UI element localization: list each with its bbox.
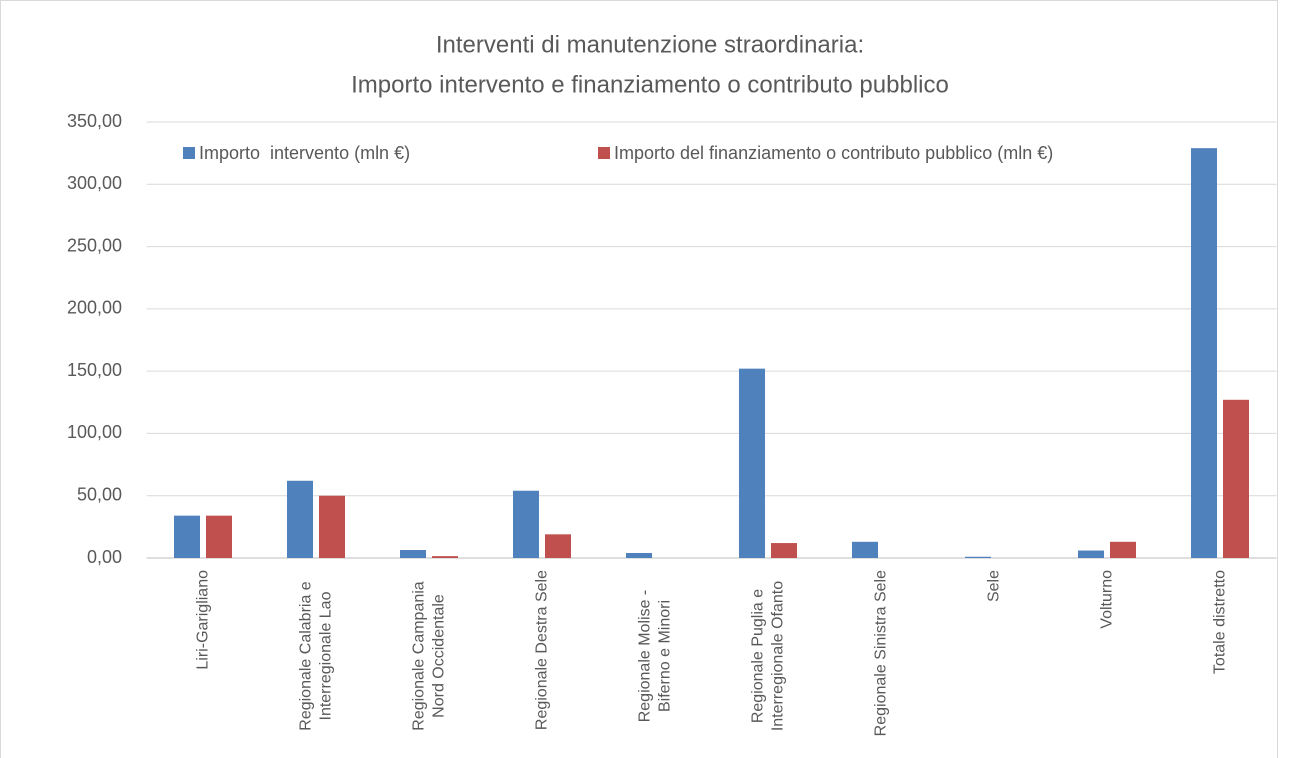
x-tick-text: Sele: [985, 570, 1003, 603]
bar: [206, 515, 232, 558]
x-tick-text: Totale distretto: [1211, 570, 1229, 675]
x-tick-label: Regionale Molise - Biferno e Minori: [636, 570, 675, 750]
bar: [400, 550, 426, 558]
legend-label: Importo intervento (mln €): [199, 143, 410, 163]
legend-label: Importo del finanziamento o contributo p…: [614, 143, 1053, 163]
x-tick-label: Regionale Calabria e Interregionale Lao: [297, 570, 336, 750]
x-tick-text: Regionale Molise - Biferno e Minori: [636, 589, 674, 723]
bar: [1191, 148, 1217, 558]
legend-swatch: [183, 147, 195, 159]
x-tick-label: Regionale Puglia e Interregionale Ofanto: [749, 570, 788, 750]
x-tick-label: Regionale Destra Sele: [532, 570, 552, 750]
y-tick-label: 350,00: [67, 111, 122, 131]
bar: [1223, 399, 1249, 558]
x-tick-text: Liri-Garigliano: [194, 570, 212, 670]
x-tick-text: Regionale Calabria e Interregionale Lao: [297, 581, 335, 731]
bar: [319, 495, 345, 558]
y-tick-label: 100,00: [67, 422, 122, 442]
bar: [545, 534, 571, 558]
bar: [739, 368, 765, 558]
y-tick-label: 50,00: [77, 484, 122, 504]
bar: [1078, 550, 1104, 558]
y-tick-label: 250,00: [67, 235, 122, 255]
legend-swatch: [598, 147, 610, 159]
x-tick-text: Volturno: [1098, 570, 1116, 629]
bar: [965, 556, 991, 558]
chart-title: Interventi di manutenzione straordinaria…: [436, 31, 864, 58]
bar: [1110, 541, 1136, 558]
x-tick-label: Regionale Sinistra Sele: [871, 570, 891, 750]
y-tick-label: 300,00: [67, 173, 122, 193]
bar: [513, 490, 539, 558]
bar: [626, 553, 652, 558]
x-tick-text: Regionale Campania Nord Occidentale: [410, 581, 448, 731]
bar: [432, 556, 458, 558]
x-tick-label: Sele: [984, 570, 1004, 750]
bar: [852, 541, 878, 558]
y-tick-label: 150,00: [67, 360, 122, 380]
x-tick-text: Regionale Destra Sele: [533, 570, 551, 731]
bar: [771, 543, 797, 558]
x-tick-label: Totale distretto: [1210, 570, 1230, 750]
x-tick-label: Liri-Garigliano: [193, 570, 213, 750]
chart-title: Importo intervento e finanziamento o con…: [351, 71, 949, 98]
x-tick-text: Regionale Puglia e Interregionale Ofanto: [749, 580, 787, 732]
x-tick-text: Regionale Sinistra Sele: [872, 570, 890, 737]
y-tick-label: 0,00: [87, 547, 122, 567]
bar: [174, 515, 200, 558]
y-tick-label: 200,00: [67, 298, 122, 318]
x-tick-label: Volturno: [1097, 570, 1117, 750]
x-tick-label: Regionale Campania Nord Occidentale: [410, 570, 449, 750]
bar: [287, 480, 313, 558]
